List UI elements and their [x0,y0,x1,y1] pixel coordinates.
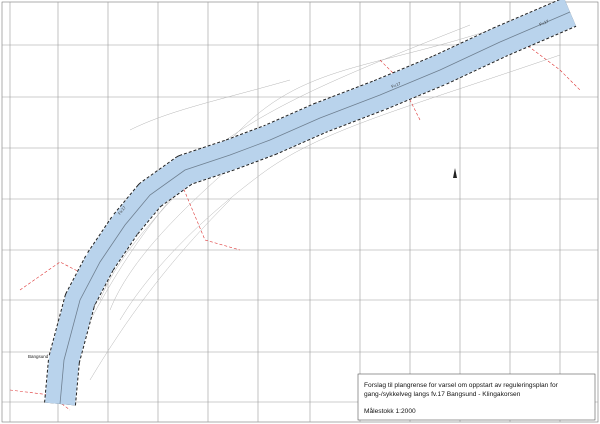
scale-label: Målestokk 1:2000 [364,407,416,415]
north-arrow [453,168,457,178]
title-line: gang-/sykkelveg langs fv.17 Bangsund - K… [364,391,521,398]
road-label: Fv.17 [117,204,127,215]
title-box [357,373,596,421]
road-centerline [59,11,571,405]
road-label: Fv.17 [538,18,550,27]
road-label: Fv.17 [391,80,403,89]
title-line: Forslag til plangrense for varsel om opp… [364,382,559,389]
place-label: Bangsund [28,354,49,359]
